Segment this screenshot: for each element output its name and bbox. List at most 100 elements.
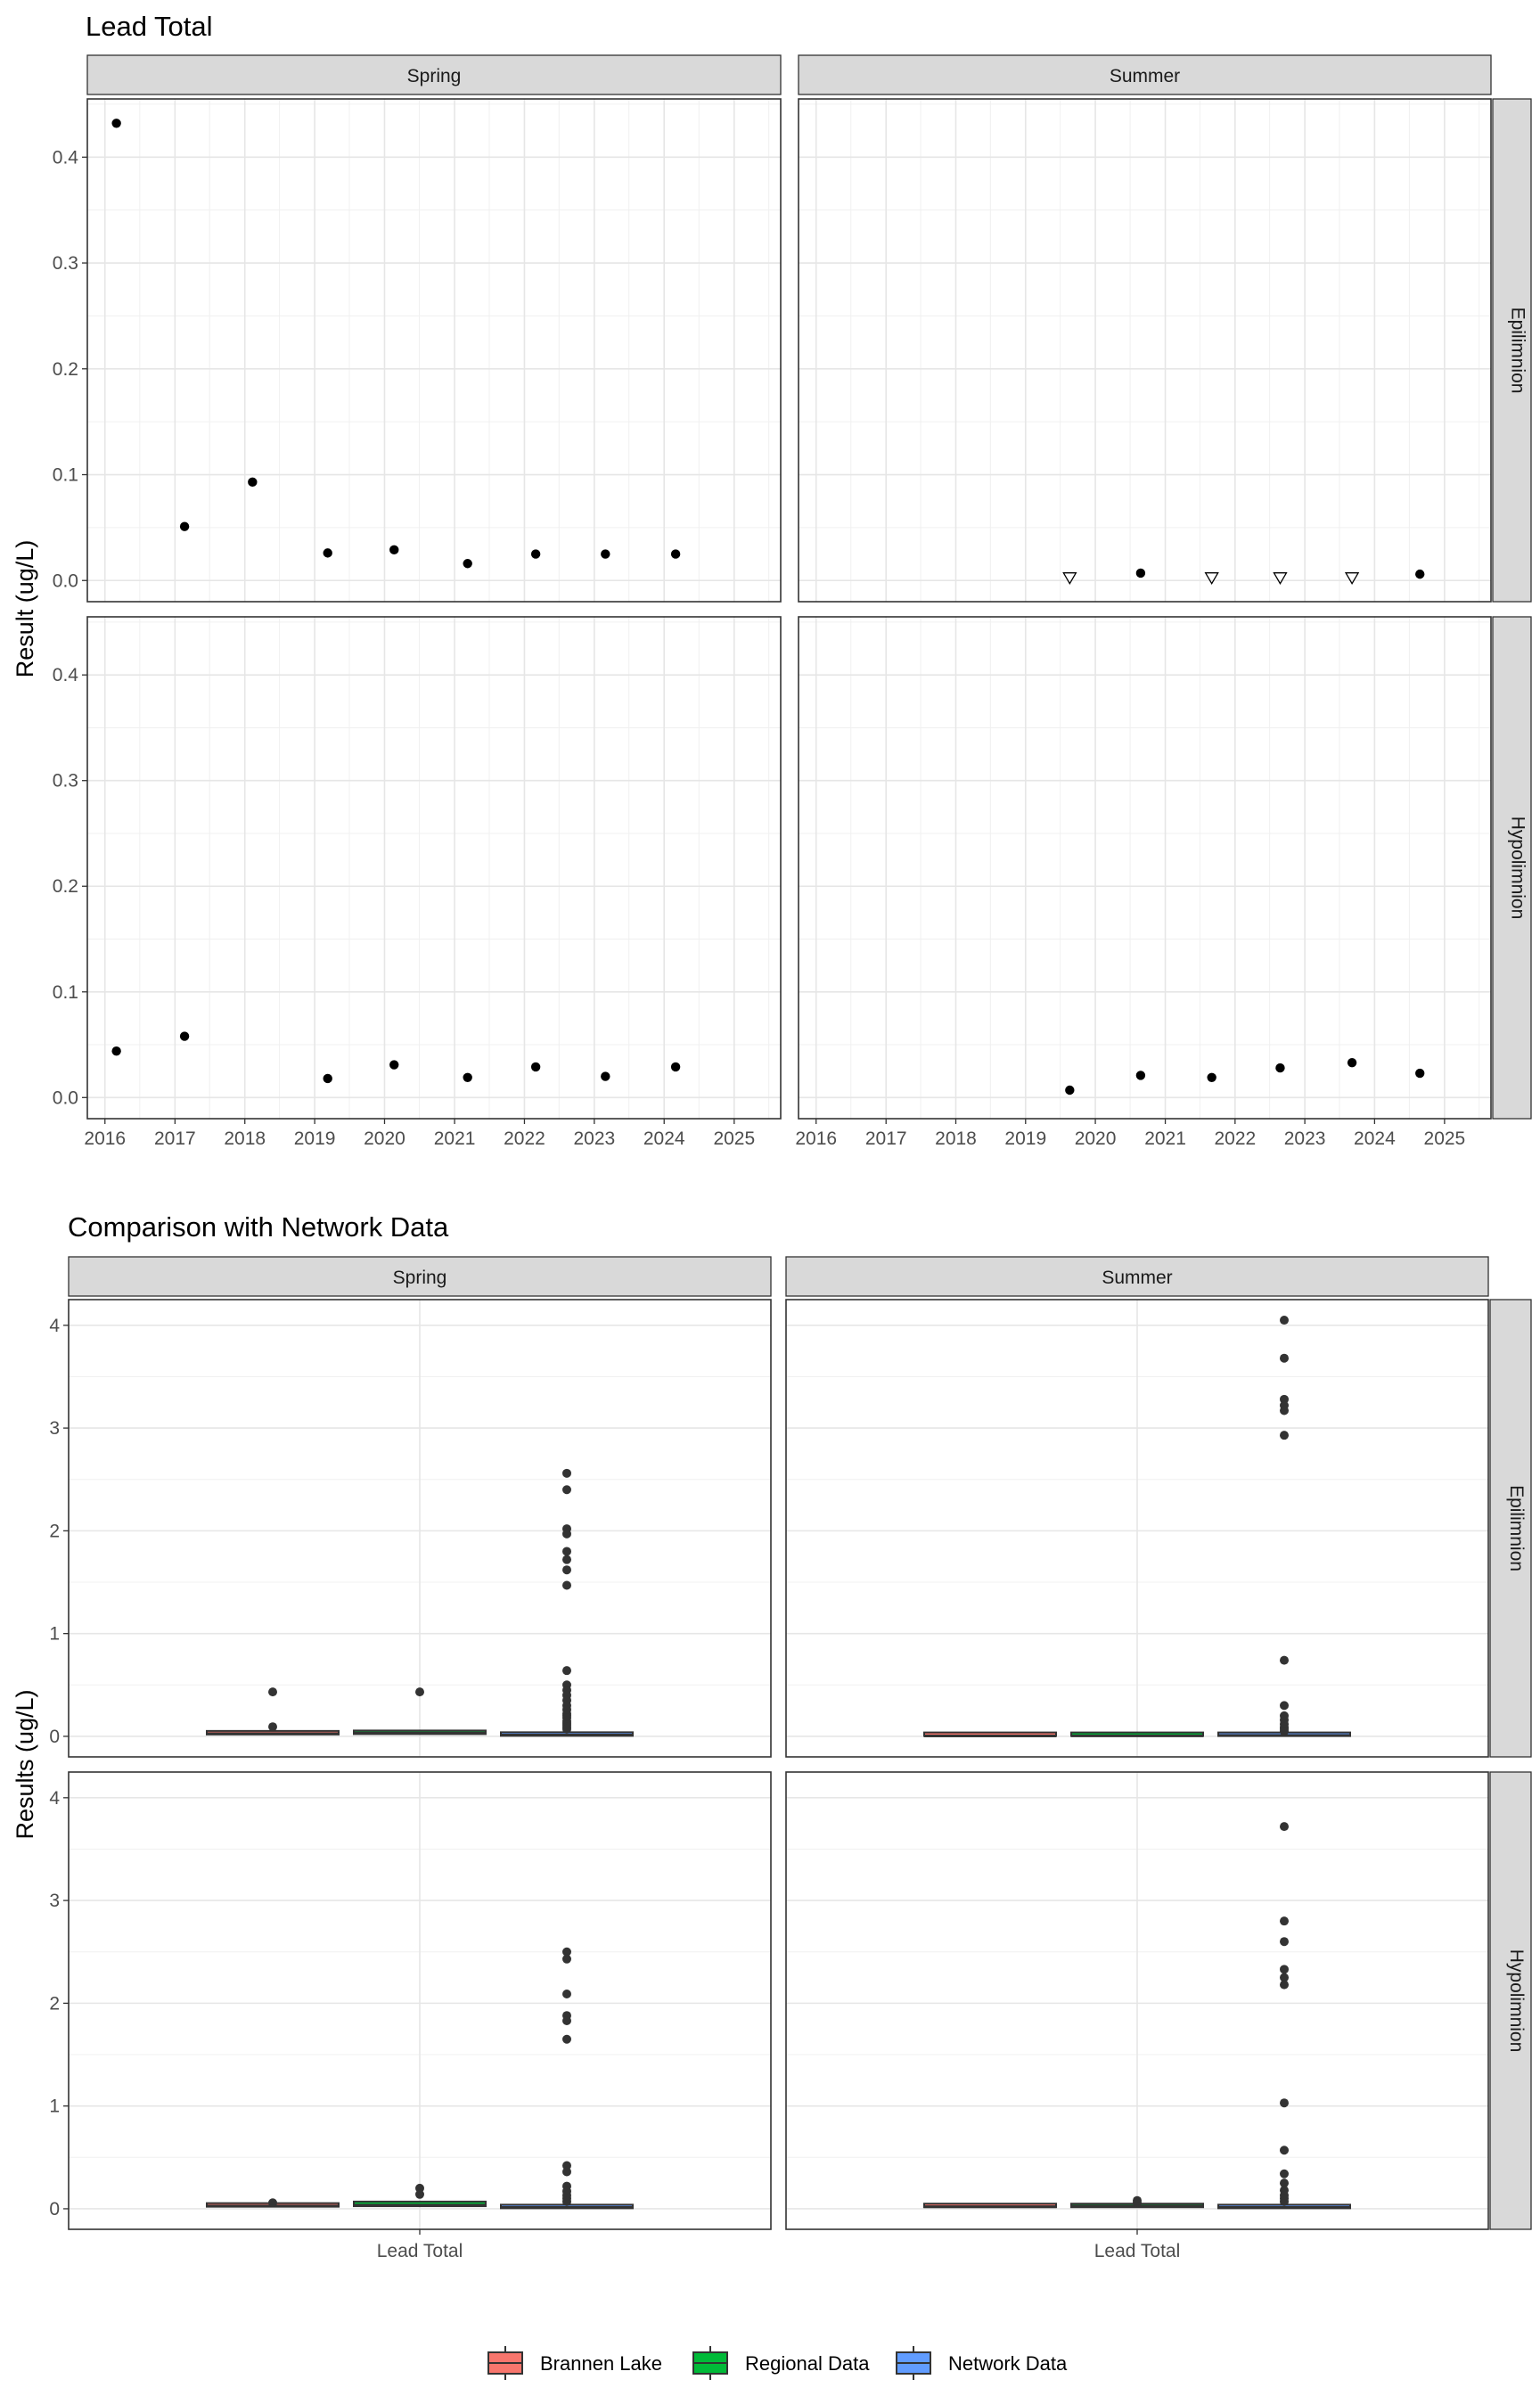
y-tick-label: 0.3 [53, 771, 78, 792]
x-tick-label: 2024 [643, 1128, 685, 1149]
box-regional-data [1070, 1731, 1204, 1737]
data-point [1135, 568, 1146, 578]
y-tick-label: 0.4 [53, 147, 79, 168]
outlier-point [562, 1485, 571, 1495]
strip-label-epilimnion: Epilimnion [1508, 308, 1528, 394]
panel-bg [799, 99, 1491, 602]
outlier-point [1280, 1353, 1289, 1363]
outlier-point [1280, 1916, 1289, 1926]
strip-label-spring: Spring [407, 66, 462, 86]
outlier-point [1280, 1973, 1289, 1982]
y-tick-label: 0 [49, 1727, 60, 1747]
panel-border [86, 98, 782, 603]
data-point [1347, 1057, 1357, 1068]
y-tick-label: 0.1 [53, 465, 78, 486]
strip-label-summer: Summer [1110, 66, 1180, 86]
box-brannen-lake [206, 2198, 340, 2208]
comparison-chart: Comparison with Network Data Results (ug/… [12, 1211, 1532, 2380]
data-point-below-detection [1062, 572, 1077, 585]
data-point [670, 549, 681, 559]
y-tick-label: 2 [49, 1993, 60, 2014]
x-tick-label: 2016 [795, 1128, 837, 1149]
outlier-point [562, 2167, 571, 2177]
x-tick-label: 2019 [1004, 1128, 1046, 1149]
y-tick-label: 0.4 [53, 665, 79, 685]
data-point [1207, 1072, 1216, 1082]
strip-label-spring: Spring [393, 1268, 447, 1288]
box-regional-data [1070, 2195, 1204, 2209]
outlier-point [1280, 1394, 1289, 1404]
outlier-point [1280, 1316, 1289, 1325]
panel-summer-epilimnion [785, 1299, 1489, 1758]
panel-spring-hypolimnion: 0.0 0.1 0.2 0.3 0.4 2016 2017 2018 2019 2020 2021 2… [53, 616, 782, 1149]
panel-summer-epilimnion [798, 98, 1492, 603]
outlier-point [562, 1529, 571, 1539]
y-tick-label: 3 [49, 1891, 60, 1911]
y-axis-label: Result (ug/L) [12, 540, 38, 678]
outlier-point [1280, 2196, 1289, 2206]
outlier-point [415, 2183, 424, 2193]
data-point [1415, 1068, 1425, 1079]
legend-label: Brannen Lake [540, 2352, 662, 2375]
x-tick-label: 2024 [1354, 1128, 1396, 1149]
outlier-point [562, 2015, 571, 2025]
x-tick-label: 2016 [84, 1128, 126, 1149]
outlier-point [1280, 2169, 1289, 2179]
panel-bg [799, 617, 1491, 1119]
y-tick-label: 0 [49, 2199, 60, 2220]
x-tick-label: 2025 [713, 1128, 755, 1149]
data-point [111, 119, 121, 128]
box-network-data [1217, 1822, 1351, 2210]
data-point [389, 1060, 399, 1070]
y-axis-label: Results (ug/L) [12, 1689, 38, 1839]
outlier-point [562, 1555, 571, 1564]
x-tick-label: 2017 [865, 1128, 907, 1149]
box-regional-data [353, 2183, 487, 2208]
outlier-point [268, 1722, 277, 1732]
x-tick-label: 2018 [224, 1128, 266, 1149]
x-tick-label: 2023 [573, 1128, 615, 1149]
box-brannen-lake [206, 1687, 340, 1735]
panel-spring-hypolimnion: 0 1 2 3 4 Lead Total [49, 1771, 772, 2261]
panel-border [785, 1299, 1489, 1758]
strip-label-hypolimnion: Hypolimnion [1508, 816, 1528, 920]
strip-epilimnion [1492, 98, 1532, 603]
data-point [530, 549, 541, 559]
outlier-point [562, 1468, 571, 1478]
x-tick-label: 2017 [154, 1128, 196, 1149]
outlier-point [1133, 2198, 1142, 2208]
x-tick-label: 2020 [1075, 1128, 1117, 1149]
outlier-point [562, 1954, 571, 1964]
outlier-point [562, 2196, 571, 2206]
x-tick-label: Lead Total [1094, 2241, 1181, 2261]
box-network-data [500, 1947, 634, 2210]
panel-bg [87, 617, 781, 1119]
chart-title: Lead Total [86, 11, 213, 42]
data-point [111, 1046, 121, 1056]
legend-label: Regional Data [745, 2352, 870, 2375]
box-network-data [1217, 1316, 1351, 1737]
outlier-point [1280, 1937, 1289, 1947]
x-tick-label: 2025 [1424, 1128, 1466, 1149]
legend-entry-brannen-lake: Brannen Lake [487, 2346, 662, 2380]
strip-epilimnion [1489, 1299, 1532, 1758]
panel-spring-epilimnion: 0.0 0.1 0.2 0.3 0.4 [53, 98, 782, 603]
outlier-point [562, 1724, 571, 1734]
x-tick-label: 2019 [294, 1128, 336, 1149]
outlier-point [1280, 1701, 1289, 1711]
outlier-point [1280, 2179, 1289, 2188]
outlier-point [562, 1580, 571, 1590]
box-regional-data [353, 1687, 487, 1735]
outlier-point [268, 2198, 277, 2208]
y-tick-label: 0.2 [53, 876, 78, 897]
outlier-point [562, 1947, 571, 1957]
legend-entry-regional-data: Regional Data [692, 2346, 870, 2380]
y-tick-label: 0.3 [53, 253, 78, 274]
outlier-point [562, 1666, 571, 1676]
outlier-point [1280, 1980, 1289, 1990]
data-point [323, 1073, 332, 1084]
data-point [323, 548, 332, 558]
outlier-point [1280, 1822, 1289, 1832]
